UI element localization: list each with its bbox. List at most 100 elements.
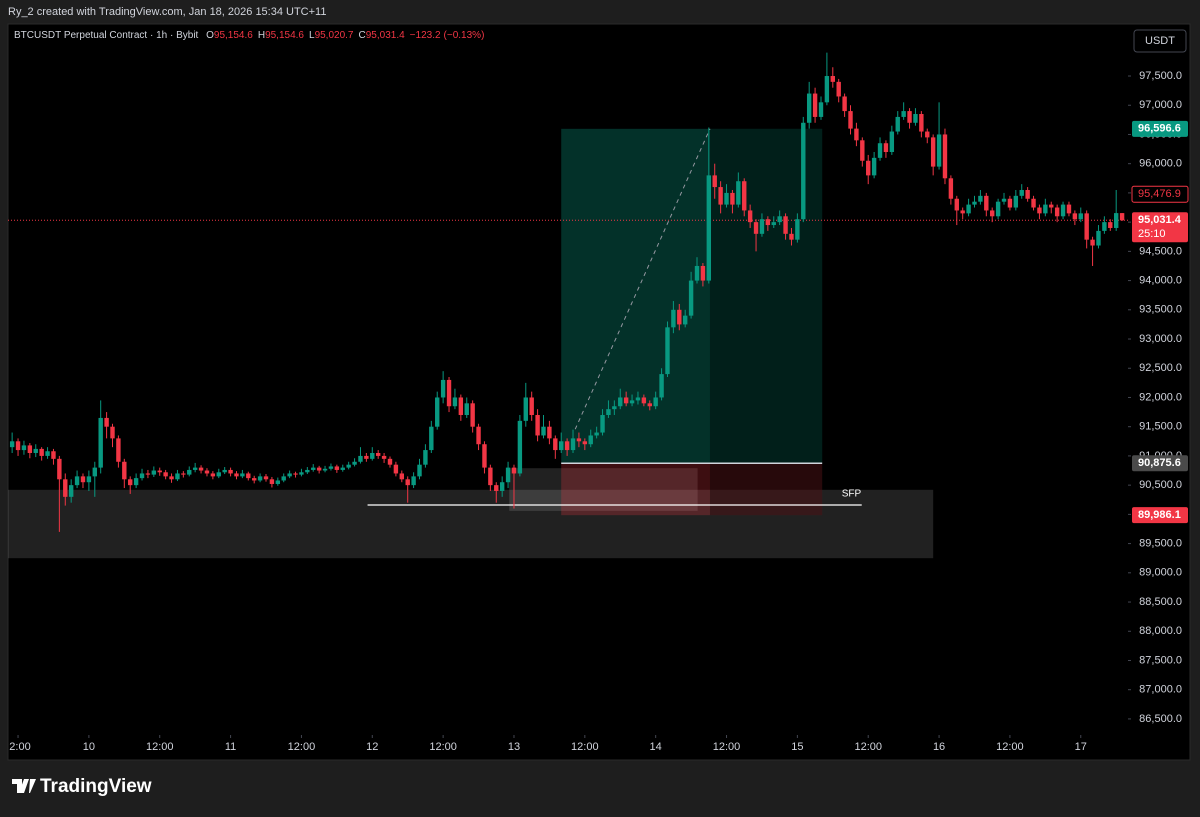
candle-body (747, 210, 753, 223)
candle-body (1025, 189, 1030, 199)
candle-body (795, 219, 800, 240)
candle-body (1060, 204, 1066, 217)
candle-body (464, 403, 469, 416)
candle-body (15, 441, 21, 451)
candle-body (328, 466, 334, 469)
candle-body (830, 76, 835, 82)
candle-body (92, 467, 97, 477)
candle-body (942, 134, 948, 179)
candle-body (287, 473, 292, 477)
candle-body (1037, 207, 1042, 214)
candle-body (429, 426, 434, 451)
candle-body (33, 448, 38, 453)
candle-body (547, 426, 552, 439)
candle-body (216, 472, 221, 477)
candle-body (488, 467, 493, 486)
x-tick-label: 12:00 (713, 741, 741, 753)
legend-key: C (358, 30, 366, 41)
candle-body (458, 397, 464, 416)
legend: BTCUSDT Perpetual Contract · 1h · Bybit … (14, 30, 484, 41)
candle-body (1043, 204, 1048, 214)
candle-body (954, 198, 959, 211)
x-tick-label: 15 (791, 741, 803, 753)
candle-body (777, 216, 782, 223)
candle-body (417, 464, 422, 477)
stop-zone (561, 463, 823, 516)
price-label: 89,986.1 (1138, 509, 1181, 521)
candle-body (358, 455, 363, 462)
candle-body (122, 461, 127, 480)
y-tick-label: 92,500.0 (1139, 362, 1182, 374)
candle-body (139, 473, 145, 479)
y-tick-label: 87,500.0 (1139, 654, 1182, 666)
candle-body (801, 122, 806, 220)
x-tick-label: 13 (508, 741, 520, 753)
currency-button[interactable] (1133, 29, 1187, 53)
x-tick-label: 12:00 (996, 741, 1024, 753)
candle-body (854, 128, 859, 141)
candle-body (505, 467, 511, 483)
candle-body (21, 445, 27, 451)
candle-body (370, 452, 375, 459)
legend-value: 95,020.7 (314, 30, 354, 41)
candle-body (228, 469, 233, 474)
candle-body (198, 467, 204, 471)
candle-body (98, 417, 103, 468)
price-label: 90,875.6 (1138, 457, 1181, 469)
candle-body (553, 438, 558, 451)
candle-body (1102, 222, 1107, 231)
x-tick-label: 12:00 (288, 741, 316, 753)
candle-body (192, 467, 198, 470)
candle-body (694, 265, 700, 281)
candle-body (116, 438, 121, 462)
candle-body (68, 485, 74, 497)
candle-body (1019, 189, 1024, 196)
candle-body (1031, 198, 1036, 208)
candle-body (151, 470, 157, 475)
candle-body (281, 476, 286, 481)
candle-body (883, 143, 889, 152)
candle-body (346, 464, 351, 468)
price-label: 95,031.4 (1138, 214, 1182, 226)
candle-body (45, 451, 50, 456)
candle-body (925, 131, 930, 138)
candle-body (671, 309, 676, 328)
x-tick-label: 12:00 (571, 741, 599, 753)
candle-body (724, 192, 729, 205)
candle-body (765, 219, 771, 226)
candle-body (682, 315, 688, 325)
candle-body (771, 222, 776, 226)
candle-body (860, 140, 865, 161)
candle-body (576, 438, 582, 442)
price-label-box (1132, 212, 1188, 243)
candle-body (1108, 222, 1113, 228)
sfp-label: SFP (842, 489, 862, 500)
candle-body (86, 476, 92, 483)
plot-area: SFP (8, 52, 1128, 559)
candle-body (169, 476, 174, 480)
candle-body (984, 195, 989, 211)
currency[interactable]: USDT (1145, 35, 1175, 47)
candle-body (1090, 239, 1095, 246)
candle-body (948, 178, 954, 199)
candle-body (128, 479, 133, 486)
zone (509, 468, 698, 511)
y-tick-label: 97,000.0 (1139, 99, 1182, 111)
logo-icon (12, 779, 36, 793)
candle-body (499, 482, 505, 491)
candle-body (322, 468, 328, 471)
candle-body (275, 480, 281, 484)
candle-body (570, 438, 576, 451)
candle-body (104, 417, 109, 427)
legend-key: L (309, 30, 315, 41)
candle-body (789, 233, 794, 240)
candle-body (836, 81, 841, 97)
candle-body (39, 448, 44, 456)
price-label-box (1131, 185, 1189, 203)
candle-body (972, 201, 977, 205)
y-tick-label: 90,500.0 (1139, 479, 1182, 491)
brand-logo: TradingView (12, 776, 152, 797)
candle-body (305, 469, 310, 473)
candle-body (866, 160, 871, 176)
candle-body (251, 478, 257, 481)
